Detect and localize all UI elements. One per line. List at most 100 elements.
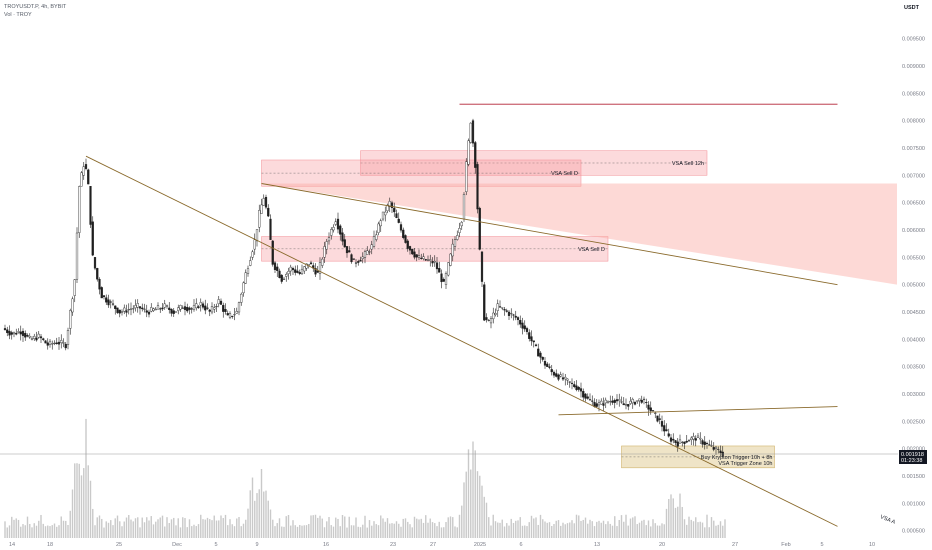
candle-body bbox=[402, 229, 405, 238]
candle-body bbox=[210, 306, 214, 313]
candle-body bbox=[123, 307, 126, 312]
candle-body bbox=[138, 306, 142, 309]
volume-bar bbox=[152, 524, 155, 538]
volume-bar bbox=[308, 523, 310, 538]
candle-body bbox=[377, 223, 380, 233]
volume-bar bbox=[713, 520, 715, 538]
y-tick-label: 0.008000 bbox=[902, 119, 925, 125]
candle-body bbox=[237, 302, 241, 313]
volume-bar bbox=[240, 526, 242, 538]
candle-body bbox=[510, 313, 513, 315]
y-tick-label: 0.000500 bbox=[902, 529, 925, 535]
volume-bar bbox=[704, 527, 706, 538]
candle-body bbox=[129, 308, 133, 310]
volume-bar bbox=[317, 517, 319, 538]
volume-bar bbox=[571, 520, 573, 538]
volume-bar bbox=[519, 517, 521, 538]
candle-body bbox=[17, 331, 20, 333]
volume-bar bbox=[26, 516, 29, 538]
y-tick-label: 0.005000 bbox=[902, 283, 925, 289]
candle-body bbox=[33, 335, 36, 339]
volume-bar bbox=[323, 527, 326, 538]
volume-bar bbox=[598, 520, 600, 538]
candle-body bbox=[289, 266, 292, 272]
candle-body bbox=[235, 311, 238, 314]
candle-body bbox=[46, 342, 49, 346]
candle-body bbox=[273, 262, 277, 270]
candle-body bbox=[514, 315, 517, 318]
zone-label: VSA Trigger Zone 10h bbox=[718, 461, 772, 467]
candle-body bbox=[678, 439, 682, 444]
volume-bar bbox=[359, 527, 362, 538]
candle-body bbox=[503, 309, 506, 311]
volume-bar bbox=[440, 527, 443, 538]
candle-body bbox=[120, 311, 124, 313]
candle-body bbox=[433, 260, 436, 263]
volume-bar bbox=[121, 526, 123, 538]
volume-bar bbox=[314, 514, 317, 538]
candle-body bbox=[501, 307, 504, 309]
candle-body bbox=[217, 299, 220, 304]
volume-bar bbox=[287, 515, 290, 538]
volume-bar bbox=[476, 471, 479, 538]
volume-bar bbox=[24, 525, 26, 538]
candle-body bbox=[330, 229, 333, 236]
candle-body bbox=[579, 388, 583, 392]
candle-body bbox=[222, 304, 225, 312]
volume-bar bbox=[654, 523, 656, 538]
volume-bar bbox=[139, 527, 141, 538]
candle-body bbox=[21, 330, 25, 336]
trend-line bbox=[85, 155, 838, 527]
volume-bar bbox=[188, 519, 191, 538]
candle-body bbox=[357, 261, 360, 263]
candle-body bbox=[267, 207, 270, 217]
volume-bar bbox=[479, 475, 481, 538]
candle-body bbox=[197, 306, 200, 309]
volume-bar bbox=[263, 491, 265, 538]
volume-bar bbox=[494, 521, 497, 538]
volume-bar bbox=[299, 524, 301, 538]
candle-body bbox=[690, 437, 693, 441]
volume-bar bbox=[422, 522, 425, 538]
x-tick-label: 18 bbox=[47, 542, 53, 548]
volume-bar bbox=[272, 519, 274, 538]
candle-body bbox=[215, 306, 218, 308]
candle-body bbox=[462, 193, 466, 220]
candle-body bbox=[107, 299, 110, 306]
volume-bar bbox=[416, 518, 418, 538]
candle-body bbox=[550, 369, 553, 373]
candle-body bbox=[703, 441, 706, 445]
volume-bar bbox=[382, 518, 384, 538]
candle-body bbox=[219, 300, 223, 305]
candle-body bbox=[492, 312, 495, 320]
candle-body bbox=[624, 404, 628, 406]
candle-body bbox=[417, 255, 421, 258]
candle-body bbox=[192, 305, 196, 310]
volume-bar bbox=[643, 519, 645, 538]
candle-body bbox=[62, 342, 65, 344]
candle-body bbox=[134, 305, 137, 309]
x-tick-label: Feb bbox=[781, 542, 790, 548]
volume-bar bbox=[663, 524, 665, 538]
price-tag-countdown: 01:23:38 bbox=[901, 458, 922, 464]
candle-body bbox=[305, 263, 308, 269]
x-axis[interactable]: 14 18 25 Dec 5 9 16 23 27 2025 6 13 20 27 Feb 5 10 bbox=[9, 542, 875, 548]
candle-body bbox=[548, 366, 551, 368]
candle-body bbox=[269, 218, 272, 240]
y-tick-label: 0.004500 bbox=[902, 310, 925, 316]
candle-body bbox=[705, 443, 709, 445]
volume-bar bbox=[683, 519, 686, 538]
y-axis[interactable]: 0.009500 0.009000 0.008500 0.008000 0.007500… bbox=[902, 37, 925, 535]
candle-body bbox=[276, 266, 279, 271]
candle-body bbox=[26, 335, 29, 337]
volume-bar bbox=[58, 525, 60, 538]
volume-bar bbox=[434, 523, 436, 538]
trend-line bbox=[558, 406, 838, 416]
symbol-line[interactable]: TROYUSDT.P, 4h, BYBIT bbox=[4, 4, 67, 10]
volume-bar bbox=[530, 515, 533, 538]
volume-bar bbox=[679, 493, 681, 538]
volume-bar bbox=[294, 525, 296, 538]
candle-body bbox=[408, 246, 412, 251]
candle-body bbox=[64, 343, 67, 349]
